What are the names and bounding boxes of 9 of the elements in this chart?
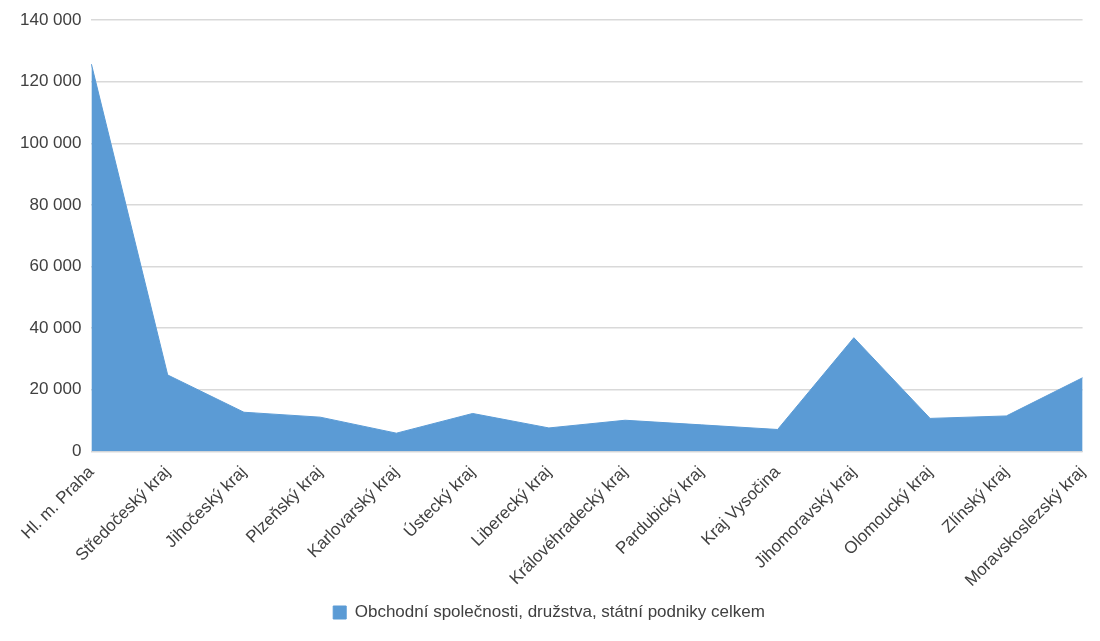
y-tick-label: 40 000 (29, 317, 82, 337)
legend-label: Obchodní společnosti, družstva, státní podniky celkem (354, 602, 765, 622)
y-tick-label: 140 000 (20, 9, 82, 29)
y-tick-label: 60 000 (29, 256, 82, 276)
y-tick-label: 100 000 (20, 133, 82, 153)
y-tick-label: 0 (71, 441, 82, 461)
y-tick-label: 80 000 (29, 194, 82, 214)
y-tick-label: 120 000 (20, 71, 82, 91)
y-tick-label: 20 000 (29, 379, 82, 399)
